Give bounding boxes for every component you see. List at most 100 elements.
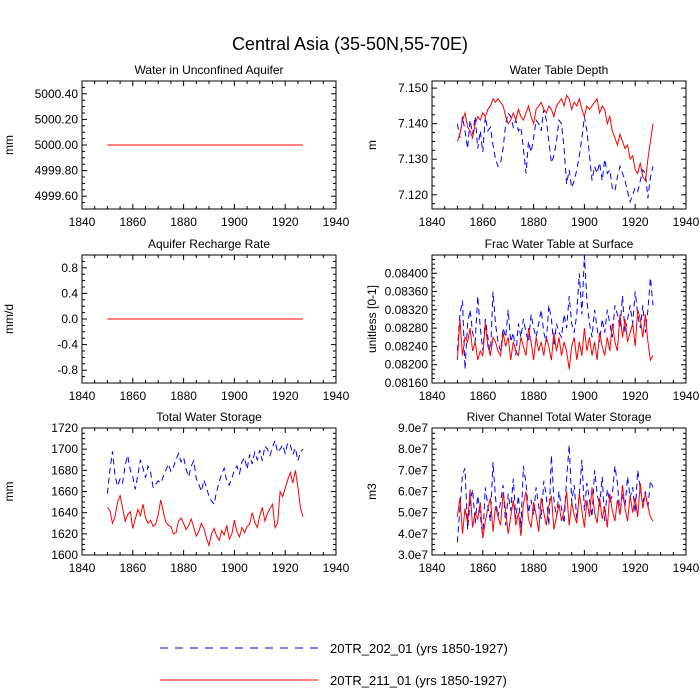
y-axis-label: m3 — [365, 483, 379, 500]
panel-1: Water in Unconfined Aquifer mm 1840 1860 188… — [2, 63, 350, 229]
x-tick-label: 1940 — [673, 561, 700, 575]
x-tick-label: 1920 — [622, 389, 649, 403]
x-tick-label: 1880 — [170, 215, 197, 229]
panel-title: Frac Water Table at Surface — [485, 237, 634, 251]
y-tick-label: 5000.20 — [35, 112, 79, 126]
x-tick-label: 1880 — [520, 215, 547, 229]
y-tick-label: 0.4 — [61, 286, 78, 300]
x-tick-label: 1880 — [520, 389, 547, 403]
y-tick-label: 0.08400 — [385, 266, 429, 280]
x-tick-label: 1840 — [419, 215, 446, 229]
panel-6: River Channel Total Water Storage m3 1840 1… — [365, 410, 700, 575]
series-solid-line — [107, 470, 304, 548]
series-dashed-line — [106, 438, 304, 506]
x-tick-label: 1900 — [571, 389, 598, 403]
y-tick-label: 0.08160 — [385, 376, 429, 390]
x-tick-label: 1880 — [520, 561, 547, 575]
y-tick-label: 4999.80 — [35, 164, 79, 178]
series-dashed-line — [456, 444, 654, 543]
panel-title: Water Table Depth — [510, 63, 609, 77]
y-tick-label: 1680 — [51, 463, 78, 477]
x-tick-label: 1900 — [221, 561, 248, 575]
y-tick-label: 1620 — [51, 527, 78, 541]
series-dashed-line — [456, 109, 654, 204]
y-tick-label: 1640 — [51, 506, 78, 520]
x-tick-label: 1900 — [221, 215, 248, 229]
x-tick-label: 1900 — [571, 561, 598, 575]
series-solid-line — [456, 482, 654, 539]
series-solid-line — [456, 309, 654, 370]
panel-4: Frac Water Table at Surface unitless [0-1… — [365, 237, 700, 403]
legend-label-2: 20TR_211_01 (yrs 1850-1927) — [330, 673, 507, 688]
y-axis-label: mm/d — [2, 304, 16, 334]
plot-frame — [431, 80, 687, 210]
y-tick-label: 0.08320 — [385, 303, 429, 317]
y-tick-label: 3.0e7 — [398, 548, 428, 562]
x-tick-label: 1940 — [673, 215, 700, 229]
x-tick-label: 1900 — [221, 389, 248, 403]
x-tick-label: 1840 — [69, 561, 96, 575]
y-tick-label: 8.0e7 — [398, 442, 428, 456]
x-tick-label: 1920 — [622, 215, 649, 229]
plot-frame — [81, 427, 337, 556]
y-tick-label: 0.08280 — [385, 321, 429, 335]
y-tick-label: 1600 — [51, 548, 78, 562]
y-tick-label: 7.0e7 — [398, 463, 428, 477]
y-tick-label: 5000.00 — [35, 138, 79, 152]
y-tick-label: 0.08240 — [385, 339, 429, 353]
y-axis-label: unitless [0-1] — [365, 285, 379, 353]
y-tick-label: 6.0e7 — [398, 485, 428, 499]
x-tick-label: 1840 — [419, 389, 446, 403]
y-tick-label: -0.8 — [57, 363, 78, 377]
x-tick-label: 1880 — [170, 561, 197, 575]
y-tick-label: 0.8 — [61, 261, 78, 275]
y-tick-label: 7.150 — [398, 81, 428, 95]
x-tick-label: 1840 — [69, 215, 96, 229]
x-tick-label: 1920 — [272, 215, 299, 229]
panel-3: Aquifer Recharge Rate mm/d 1840 1860 1880 190… — [2, 237, 350, 403]
y-tick-label: -0.4 — [57, 338, 78, 352]
panel-title: Water in Unconfined Aquifer — [135, 63, 284, 77]
y-tick-label: 5.0e7 — [398, 506, 428, 520]
x-tick-label: 1840 — [419, 561, 446, 575]
x-tick-label: 1920 — [272, 389, 299, 403]
y-tick-label: 1720 — [51, 421, 78, 435]
x-tick-label: 1880 — [170, 389, 197, 403]
y-axis-label: mm — [2, 135, 16, 155]
series-solid-line — [456, 94, 654, 182]
x-tick-label: 1920 — [622, 561, 649, 575]
x-tick-label: 1860 — [469, 215, 496, 229]
y-tick-label: 1660 — [51, 485, 78, 499]
panel-title: Total Water Storage — [156, 410, 262, 424]
x-tick-label: 1840 — [69, 389, 96, 403]
y-tick-label: 9.0e7 — [398, 421, 428, 435]
legend: 20TR_202_01 (yrs 1850-1927) 20TR_211_01 (… — [160, 641, 508, 688]
x-tick-label: 1940 — [673, 389, 700, 403]
x-tick-label: 1860 — [119, 389, 146, 403]
panels-group: Water in Unconfined Aquifer mm 1840 1860 188… — [2, 63, 700, 575]
y-tick-label: 5000.40 — [35, 87, 79, 101]
y-tick-label: 7.130 — [398, 152, 428, 166]
y-tick-label: 1700 — [51, 442, 78, 456]
panel-5: Total Water Storage mm 1840 1860 1880 1900 192… — [2, 410, 350, 575]
y-tick-label: 0.08200 — [385, 358, 429, 372]
x-tick-label: 1860 — [469, 561, 496, 575]
panel-2: Water Table Depth m 1840 1860 1880 1900 1920 19… — [365, 63, 700, 229]
x-tick-label: 1860 — [469, 389, 496, 403]
y-tick-label: 4.0e7 — [398, 527, 428, 541]
panel-title: River Channel Total Water Storage — [467, 410, 652, 424]
figure-title: Central Asia (35-50N,55-70E) — [232, 34, 468, 54]
x-tick-label: 1920 — [272, 561, 299, 575]
x-tick-label: 1860 — [119, 215, 146, 229]
x-tick-label: 1860 — [119, 561, 146, 575]
plot-frame — [431, 254, 687, 384]
y-axis-label: mm — [2, 482, 16, 502]
legend-label-1: 20TR_202_01 (yrs 1850-1927) — [330, 641, 508, 656]
x-tick-label: 1940 — [323, 389, 350, 403]
y-tick-label: 0.0 — [61, 312, 78, 326]
y-tick-label: 7.120 — [398, 188, 428, 202]
x-tick-label: 1900 — [571, 215, 598, 229]
y-tick-label: 7.140 — [398, 117, 428, 131]
y-axis-label: m — [365, 140, 379, 150]
